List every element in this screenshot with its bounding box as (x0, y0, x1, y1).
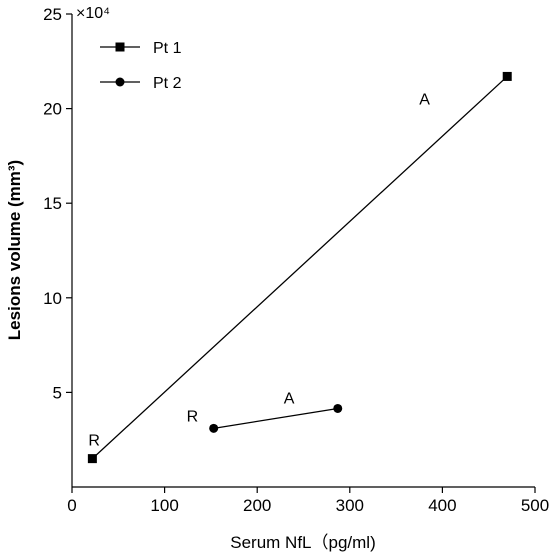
data-point-circle (333, 403, 343, 413)
y-axis-label: Lesions volume (mm³) (5, 160, 24, 340)
point-annotation: R (187, 408, 199, 425)
data-point-square (502, 71, 512, 81)
data-point-circle (209, 423, 219, 433)
x-tick-label: 500 (521, 496, 549, 515)
x-axis-label: Serum NfL（pg/ml) (230, 533, 375, 552)
point-annotation: A (284, 390, 295, 407)
series-line (91, 75, 508, 460)
legend-item: Pt 1 (100, 40, 182, 57)
series-line (213, 407, 338, 429)
x-tick-label: 300 (336, 496, 364, 515)
legend-item: Pt 2 (100, 75, 182, 92)
y-tick-label: 15 (43, 194, 62, 213)
point-annotation: R (88, 433, 100, 450)
data-point-square (115, 42, 125, 52)
x-tick-label: 400 (428, 496, 456, 515)
data-point-square (87, 454, 97, 464)
x-tick-label: 0 (67, 496, 76, 515)
series-pt-2: RA (187, 390, 343, 433)
legend: Pt 1 Pt 2 (100, 40, 182, 92)
y-tick-label: 20 (43, 100, 62, 119)
y-tick-label: 10 (43, 289, 62, 308)
y-ticks: 5 10 15 20 25 (43, 5, 72, 402)
y-tick-label: 25 (43, 5, 62, 24)
point-annotation: A (419, 91, 430, 108)
x-tick-label: 200 (243, 496, 271, 515)
y-multiplier-label: ×10⁴ (76, 5, 110, 22)
legend-label: Pt 2 (153, 75, 182, 92)
series-pt-1: RA (87, 71, 512, 464)
legend-label: Pt 1 (153, 40, 182, 57)
y-tick-label: 5 (53, 383, 62, 402)
data-point-circle (115, 77, 125, 87)
x-tick-label: 100 (150, 496, 178, 515)
x-ticks: 0 100 200 300 400 500 (67, 487, 549, 515)
